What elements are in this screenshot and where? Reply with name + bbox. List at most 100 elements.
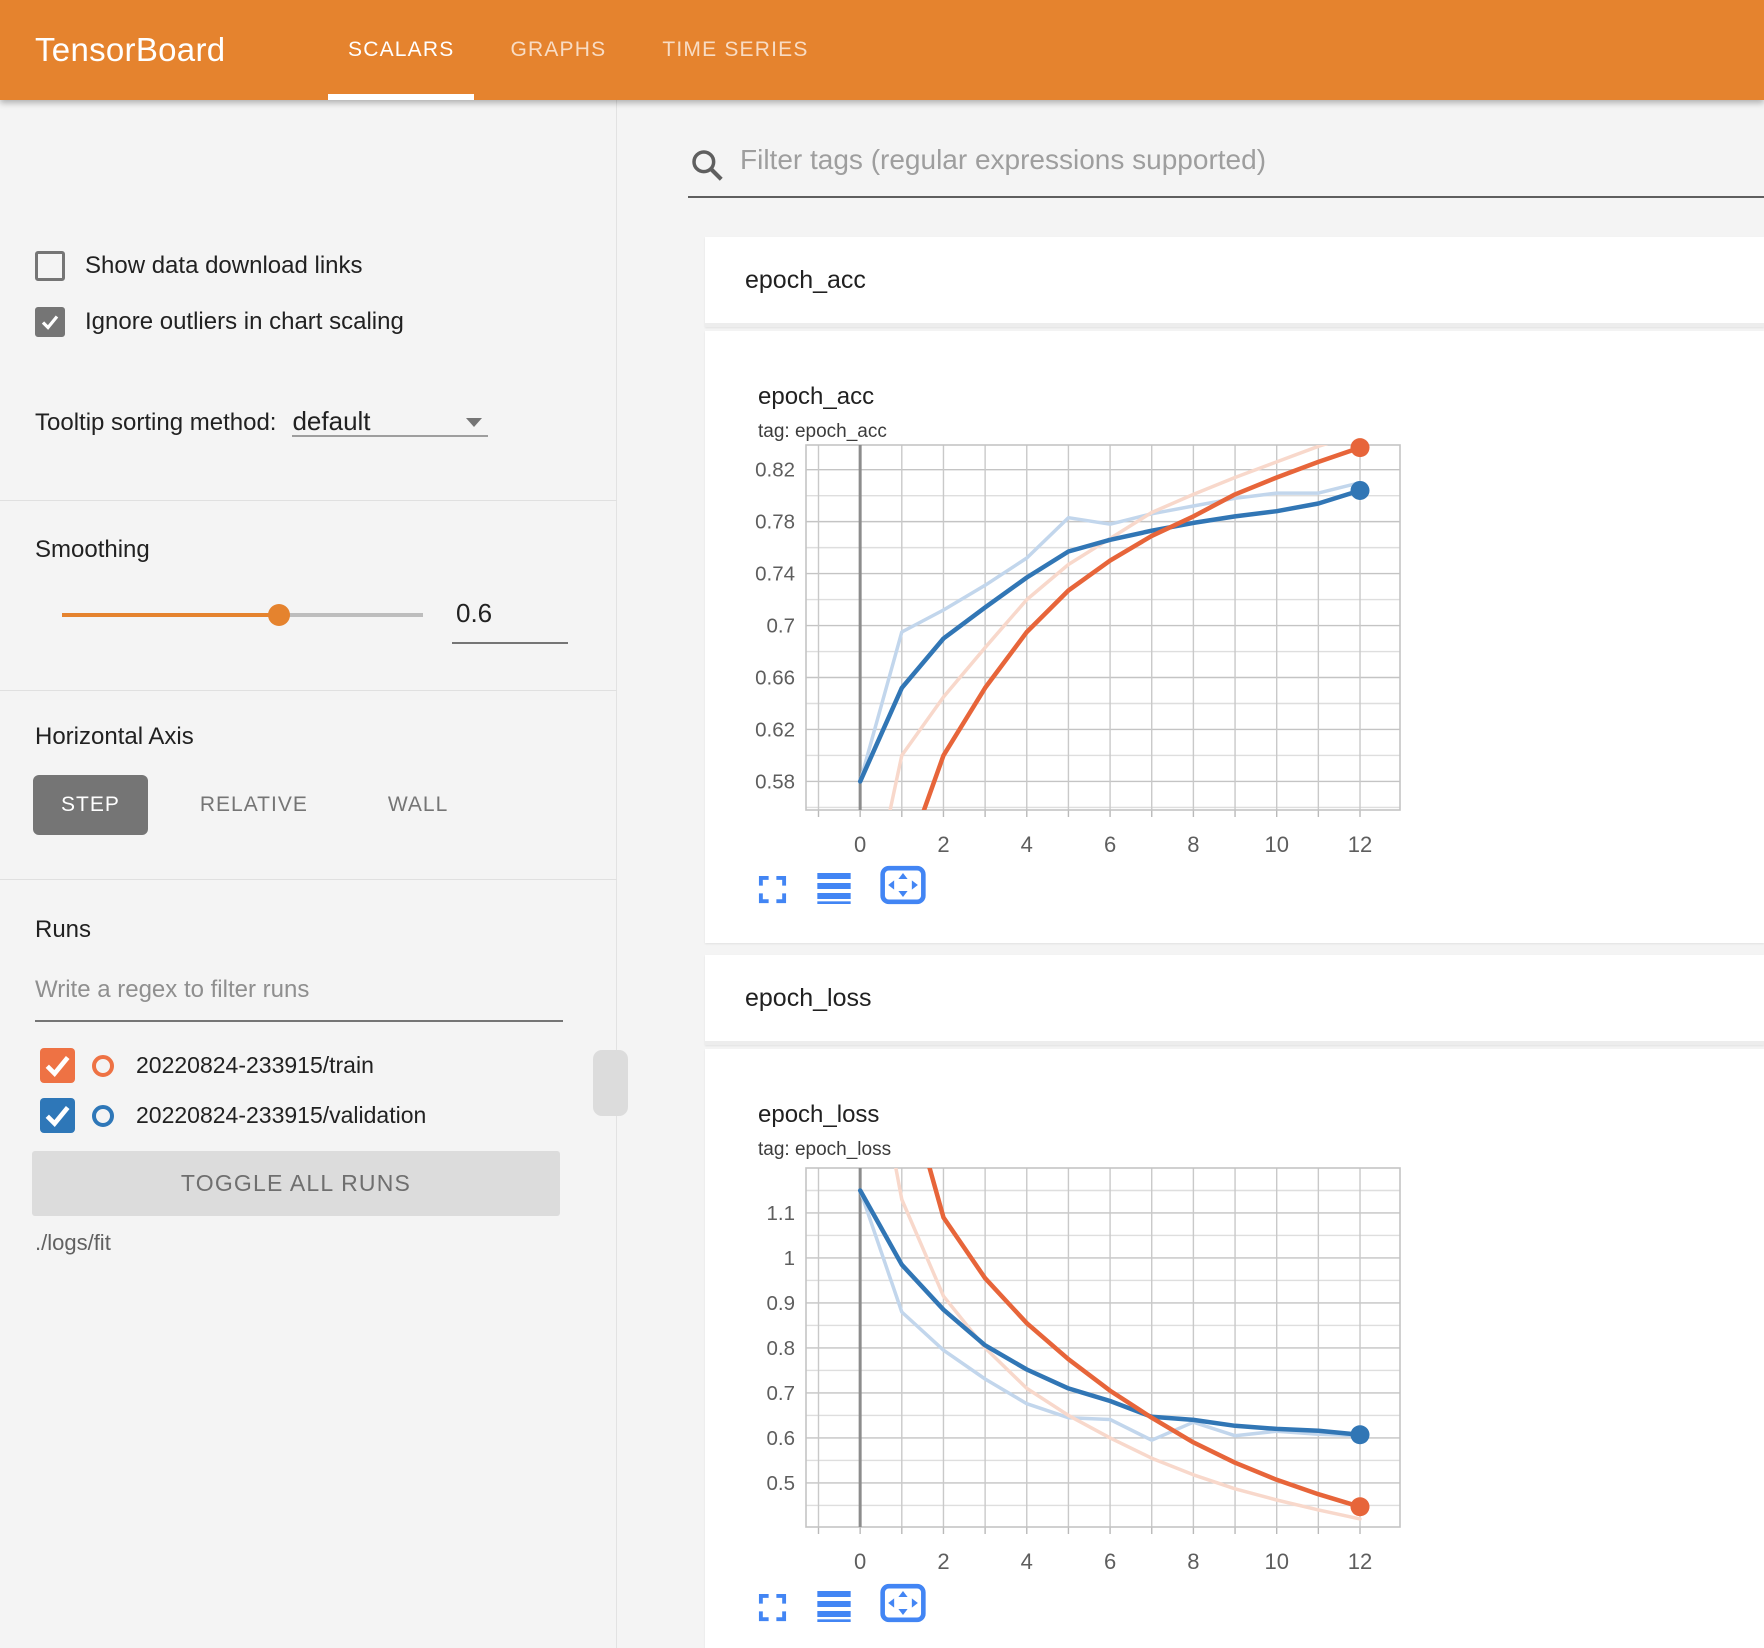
svg-text:0.7: 0.7 [767,1382,796,1405]
scrollbar-thumb[interactable] [593,1050,628,1116]
runs-filter-input[interactable]: Write a regex to filter runs [35,976,590,1022]
svg-text:10: 10 [1264,832,1288,857]
tab-graphs[interactable]: GRAPHS [482,0,634,100]
slider-thumb[interactable] [267,604,290,626]
tab-bar: SCALARS GRAPHS TIME SERIES [320,0,837,100]
tab-time-series[interactable]: TIME SERIES [634,0,836,100]
scalar-chart-epoch-acc[interactable]: 0.58 0.62 0.66 0.7 0.74 0.78 0.82 0 2 4 6 8 10 12 [700,435,1410,875]
runs-table-icon[interactable] [814,1589,854,1623]
run-name-validation[interactable]: 20220824-233915/validation [136,1102,427,1128]
smoothing-value[interactable]: 0.6 [456,598,493,628]
filter-tags-placeholder: Filter tags (regular expressions support… [740,144,1267,175]
section-body-epoch-loss: epoch_loss tag: epoch_loss 0.5 0.6 0.7 0.8 0… [705,1049,1764,1648]
run-color-radio-validation[interactable] [92,1104,114,1127]
axis-option-step[interactable]: STEP [33,775,148,835]
svg-text:0.82: 0.82 [755,459,795,482]
ignore-outliers-label[interactable]: Ignore outliers in chart scaling [85,308,404,335]
svg-text:8: 8 [1187,832,1199,857]
svg-text:0.58: 0.58 [755,770,795,793]
fit-domain-icon[interactable] [880,865,926,905]
runs-label: Runs [35,916,92,943]
check-icon [41,315,59,330]
divider [0,690,617,691]
search-icon [692,150,723,181]
tooltip-sorting-label: Tooltip sorting method: [35,409,277,436]
svg-text:1: 1 [784,1247,795,1270]
run-row-train[interactable]: 20220824-233915/train [40,1048,374,1083]
svg-text:8: 8 [1187,1549,1199,1574]
svg-text:1.1: 1.1 [767,1202,796,1225]
chevron-down-icon [466,418,483,427]
slider-fill [62,613,279,617]
runs-table-icon[interactable] [814,871,854,905]
expand-card-icon[interactable] [757,1592,788,1623]
smoothing-label: Smoothing [35,536,150,563]
input-underline [688,196,1764,198]
svg-text:0.8: 0.8 [767,1337,796,1360]
app-header: TensorBoard SCALARS GRAPHS TIME SERIES [0,0,1764,100]
value-underline [452,642,568,644]
svg-text:0: 0 [854,1549,866,1574]
smoothing-slider[interactable] [62,604,423,626]
chart-card-tag: tag: epoch_acc [758,421,887,442]
app-title: TensorBoard [35,31,226,68]
show-download-links-checkbox[interactable] [35,251,65,281]
chart-card-tag: tag: epoch_loss [758,1139,892,1160]
section-title: epoch_loss [745,984,872,1012]
svg-text:12: 12 [1348,832,1372,857]
show-download-links-label[interactable]: Show data download links [85,252,363,279]
svg-text:0.66: 0.66 [755,667,795,690]
show-download-links-checkbox-row[interactable]: Show data download links [35,251,363,281]
ignore-outliers-checkbox-row[interactable]: Ignore outliers in chart scaling [35,307,404,337]
check-icon [45,1056,70,1077]
svg-text:0.62: 0.62 [755,718,795,741]
svg-text:0.6: 0.6 [767,1427,796,1450]
expand-card-icon[interactable] [757,874,788,905]
main-content: Filter tags (regular expressions support… [618,100,1764,1648]
chart-card-title: epoch_loss [758,1101,880,1128]
section-title: epoch_acc [745,266,866,294]
logdir-path: ./logs/fit [35,1230,111,1255]
section-header-epoch-loss[interactable]: epoch_loss [705,955,1764,1045]
tab-scalars-label: SCALARS [348,38,455,61]
run-checkbox-validation[interactable] [40,1098,75,1133]
toggle-all-runs-button[interactable]: TOGGLE ALL RUNS [32,1151,560,1216]
check-icon [45,1106,70,1127]
svg-text:4: 4 [1021,1549,1033,1574]
section-header-epoch-acc[interactable]: epoch_acc [705,237,1764,327]
svg-text:6: 6 [1104,832,1116,857]
svg-text:10: 10 [1264,1549,1288,1574]
chart-actions [757,865,952,905]
horizontal-axis-label: Horizontal Axis [35,723,194,750]
svg-text:0.74: 0.74 [755,563,795,586]
run-row-validation[interactable]: 20220824-233915/validation [40,1098,426,1133]
section-body-epoch-acc: epoch_acc tag: epoch_acc 0.58 0.62 0.66 0.7… [705,331,1764,943]
svg-text:0.9: 0.9 [767,1292,796,1315]
dropdown-underline [292,435,489,437]
axis-option-relative[interactable]: RELATIVE [199,793,308,816]
tooltip-sorting-dropdown[interactable]: default [292,406,489,437]
run-color-radio-train[interactable] [92,1054,114,1077]
chart-actions [757,1583,952,1623]
scalar-chart-epoch-loss[interactable]: 0.5 0.6 0.7 0.8 0.9 1 1.1 0 2 4 6 8 10 12 [700,1158,1410,1598]
svg-text:2: 2 [937,832,949,857]
divider [0,879,617,880]
input-underline [35,1020,563,1022]
chart-card-title: epoch_acc [758,383,875,410]
svg-text:0.7: 0.7 [767,615,796,638]
active-tab-underline [328,94,475,100]
run-checkbox-train[interactable] [40,1048,75,1083]
svg-text:6: 6 [1104,1549,1116,1574]
filter-tags-input[interactable]: Filter tags (regular expressions support… [688,138,1764,198]
tooltip-sorting-value[interactable]: default [292,406,371,436]
fit-domain-icon[interactable] [880,1583,926,1623]
svg-text:0.5: 0.5 [767,1472,796,1495]
run-name-train[interactable]: 20220824-233915/train [136,1052,374,1078]
tab-graphs-label: GRAPHS [510,38,607,61]
axis-option-wall[interactable]: WALL [387,793,449,816]
ignore-outliers-checkbox[interactable] [35,307,65,337]
tab-time-series-label: TIME SERIES [662,38,809,61]
tab-scalars[interactable]: SCALARS [320,0,482,100]
svg-text:0: 0 [854,832,866,857]
smoothing-value-field[interactable]: 0.6 [452,598,568,644]
